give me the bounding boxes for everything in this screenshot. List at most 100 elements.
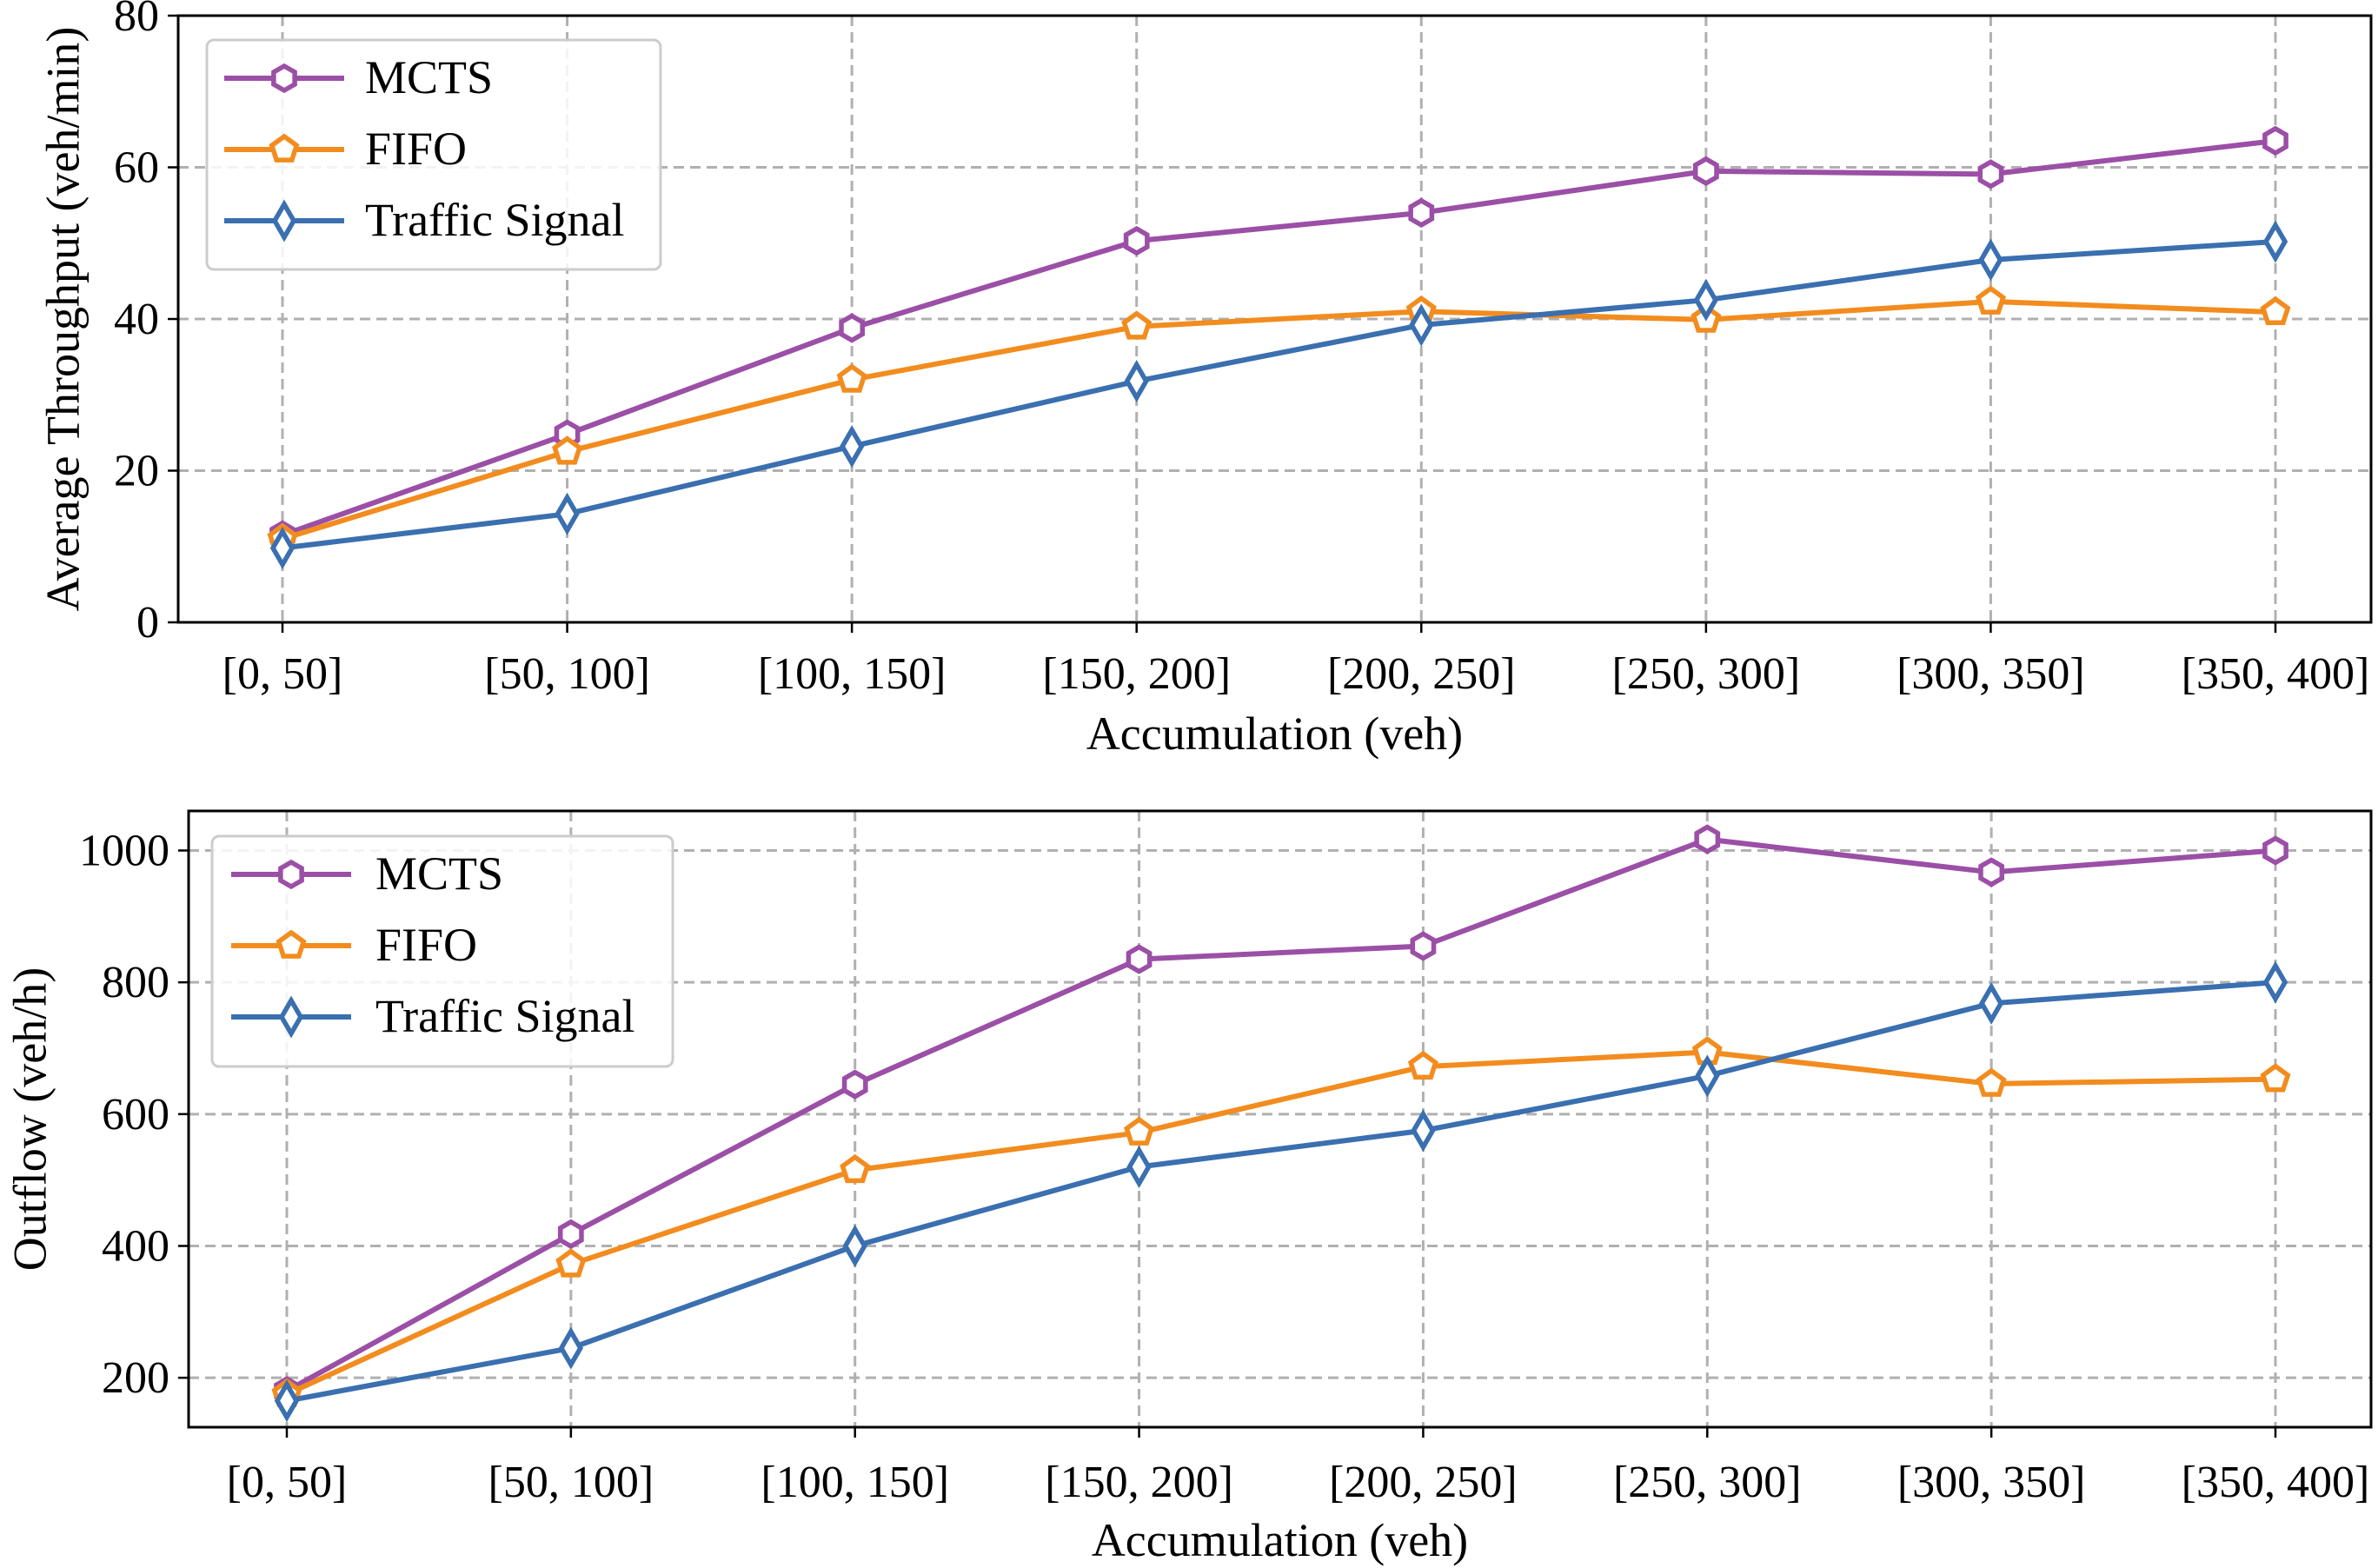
data-point <box>839 425 865 468</box>
legend-label: FIFO <box>365 123 467 175</box>
data-point <box>2262 960 2288 1004</box>
legend-marker <box>271 63 297 94</box>
throughput-chart: [0, 50] [50, 100] [100, 150] [150, 200] [200… <box>37 0 2373 760</box>
data-point <box>1124 1116 1155 1146</box>
data-point <box>1976 1067 2007 1097</box>
data-point <box>840 1153 871 1184</box>
x-axis-ticks: [0, 50] [50, 100] [100, 150] [150, 200] [200… <box>223 622 2370 699</box>
y-tick-label: 800 <box>102 958 169 1007</box>
series-traffic-signal <box>269 220 2288 569</box>
legend-marker <box>276 929 307 959</box>
x-tick-label: [200, 250] <box>1327 649 1516 699</box>
x-axis-label: Accumulation (veh) <box>1086 708 1463 760</box>
data-point <box>1975 285 2006 315</box>
data-point <box>1410 931 1437 961</box>
x-tick-label: [50, 100] <box>488 1458 654 1507</box>
data-point <box>1978 238 2003 282</box>
y-axis-label: Outflow (veh/h) <box>3 967 56 1271</box>
y-tick-label: 20 <box>114 447 159 496</box>
data-point <box>1695 1054 1720 1098</box>
data-point <box>1407 1050 1438 1080</box>
x-tick-label: [100, 150] <box>761 1458 949 1507</box>
x-tick-label: [250, 300] <box>1613 1458 1802 1507</box>
series-line <box>285 1049 2276 1397</box>
x-tick-label: [350, 400] <box>2182 649 2370 699</box>
legend-item: FIFO <box>224 123 467 175</box>
x-tick-label: [150, 200] <box>1042 649 1231 699</box>
y-tick-label: 60 <box>114 143 159 193</box>
data-point <box>1693 278 1719 322</box>
legend-label: MCTS <box>365 51 493 103</box>
legend-item: Traffic Signal <box>231 990 635 1042</box>
legend-item: MCTS <box>224 51 493 103</box>
data-point <box>1977 159 2004 189</box>
x-tick-label: [50, 100] <box>484 649 650 699</box>
x-tick-label: [0, 50] <box>227 1458 348 1507</box>
data-point <box>1409 303 1434 347</box>
legend-item: FIFO <box>231 919 477 971</box>
y-axis-ticks: 0 20 40 60 80 <box>114 0 178 648</box>
y-tick-label: 200 <box>102 1353 169 1403</box>
x-tick-label: [350, 400] <box>2182 1458 2370 1507</box>
legend-marker <box>269 133 300 163</box>
series-line <box>282 239 2276 551</box>
data-point <box>2262 125 2288 156</box>
data-point <box>1411 1109 1436 1153</box>
y-tick-label: 0 <box>136 598 159 648</box>
outflow-chart: [0, 50] [50, 100] [100, 150] [150, 200] [200… <box>3 809 2373 1566</box>
data-point <box>1121 310 1152 340</box>
series-mcts <box>269 125 2288 550</box>
x-tick-label: [200, 250] <box>1329 1458 1518 1507</box>
data-point <box>555 1248 587 1278</box>
data-point <box>1692 156 1719 187</box>
data-point <box>842 1224 867 1267</box>
legend-item: MCTS <box>231 847 503 900</box>
legend-marker <box>271 199 297 243</box>
data-point <box>557 1219 584 1249</box>
data-point <box>558 1326 584 1370</box>
x-tick-label: [150, 200] <box>1045 1458 1233 1507</box>
x-axis-label: Accumulation (veh) <box>1092 1514 1468 1566</box>
data-point <box>1978 981 2004 1025</box>
x-tick-label: [0, 50] <box>223 649 343 699</box>
legend: MCTS FIFO Traffic Signal <box>210 834 674 1068</box>
x-axis-ticks: [0, 50] [50, 100] [100, 150] [150, 200] [200… <box>227 1427 2370 1507</box>
gridlines <box>189 811 2371 1427</box>
x-tick-label: [300, 350] <box>1896 649 2085 699</box>
legend-item: Traffic Signal <box>224 194 625 246</box>
series-traffic-signal <box>274 960 2288 1423</box>
data-point <box>1978 857 2005 887</box>
data-point <box>274 1379 300 1423</box>
legend: MCTS FIFO Traffic Signal <box>205 38 662 271</box>
y-tick-label: 400 <box>102 1221 169 1271</box>
data-point <box>2262 220 2288 263</box>
legend-marker <box>278 995 304 1039</box>
y-tick-label: 600 <box>102 1090 169 1139</box>
data-point <box>841 1069 868 1100</box>
data-point <box>1126 944 1152 974</box>
data-point <box>1408 197 1435 229</box>
legend-box <box>210 834 674 1068</box>
legend-label: FIFO <box>375 919 477 971</box>
data-point <box>836 363 867 393</box>
series-line <box>281 137 2276 538</box>
legend-label: Traffic Signal <box>365 194 625 246</box>
series-line <box>285 836 2276 1393</box>
plot-frame <box>187 809 2373 1429</box>
data-point <box>2260 296 2291 326</box>
legend-box <box>205 38 662 271</box>
series-line <box>282 298 2276 541</box>
y-axis-ticks: 200 400 600 800 1000 <box>79 826 189 1403</box>
y-tick-label: 80 <box>114 0 159 41</box>
data-point <box>839 313 866 343</box>
x-tick-label: [300, 350] <box>1897 1458 2086 1507</box>
data-point <box>1694 824 1721 854</box>
series-line <box>286 980 2276 1404</box>
y-tick-label: 40 <box>114 295 159 344</box>
data-point <box>2260 1063 2291 1093</box>
data-point <box>269 527 296 569</box>
data-point <box>555 492 580 535</box>
y-axis-label: Average Throughput (veh/min) <box>37 27 89 612</box>
legend-label: MCTS <box>375 847 503 900</box>
